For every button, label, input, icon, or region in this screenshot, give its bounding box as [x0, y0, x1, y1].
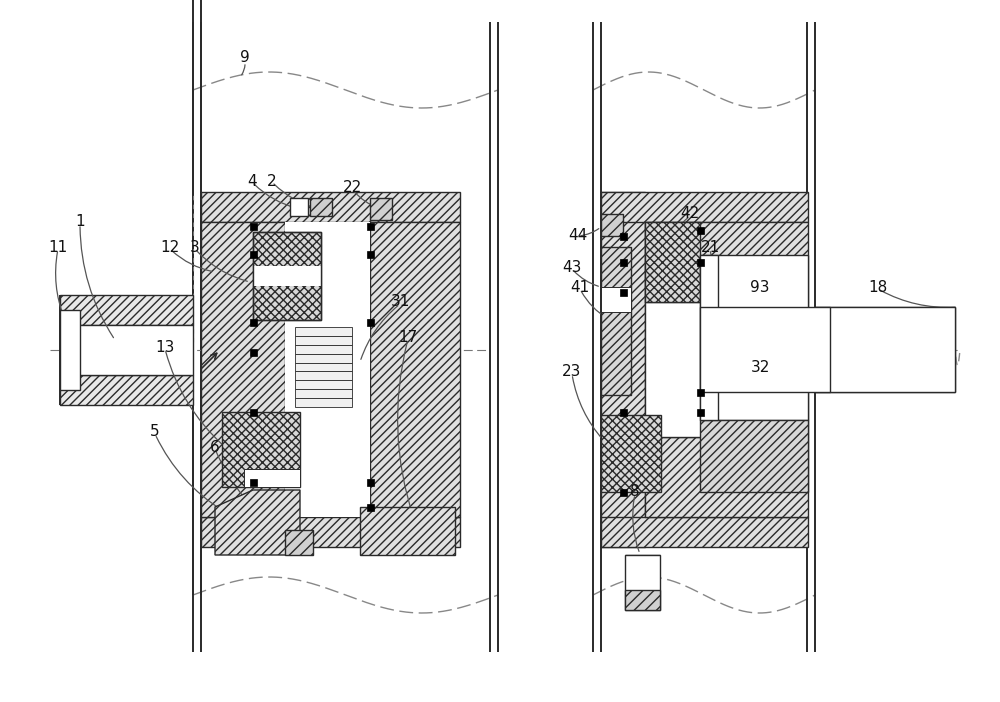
Bar	[366, 223, 374, 230]
Bar	[620, 489, 626, 496]
Bar	[620, 258, 626, 265]
Text: 23: 23	[562, 364, 582, 380]
Bar	[244, 469, 300, 487]
Bar	[250, 409, 256, 416]
Bar	[625, 590, 660, 610]
Bar	[366, 251, 374, 258]
Bar	[366, 319, 374, 326]
Bar	[601, 214, 623, 236]
Text: 2: 2	[267, 175, 277, 190]
Bar	[250, 251, 256, 258]
Bar	[370, 198, 392, 220]
Bar	[700, 255, 808, 420]
Polygon shape	[360, 507, 455, 555]
Bar	[696, 258, 704, 265]
Bar	[366, 479, 374, 486]
Text: 8: 8	[630, 484, 640, 500]
Bar	[696, 227, 704, 234]
Text: 5: 5	[150, 425, 160, 439]
Text: 18: 18	[868, 279, 888, 295]
Text: 9: 9	[240, 50, 250, 65]
Polygon shape	[215, 490, 300, 555]
Text: 43: 43	[562, 260, 582, 274]
Bar	[601, 192, 808, 222]
Text: 22: 22	[342, 180, 362, 194]
Text: 13: 13	[155, 340, 175, 355]
Text: 3: 3	[190, 239, 200, 255]
Bar	[253, 232, 321, 320]
Bar	[201, 222, 285, 517]
Text: 41: 41	[570, 279, 590, 295]
Bar	[295, 380, 352, 389]
Text: 4: 4	[247, 175, 257, 190]
Bar	[620, 289, 626, 296]
Bar	[700, 255, 718, 420]
Bar	[645, 222, 700, 302]
Bar	[295, 362, 352, 371]
Bar	[700, 307, 830, 392]
Bar	[601, 415, 661, 492]
Bar	[295, 371, 352, 380]
Bar	[295, 345, 352, 354]
Text: 1: 1	[75, 215, 85, 230]
Bar	[250, 223, 256, 230]
Text: 31: 31	[390, 295, 410, 310]
Bar	[60, 310, 80, 390]
Bar	[645, 437, 808, 517]
Bar	[601, 192, 645, 547]
Bar	[295, 354, 352, 362]
Bar	[253, 232, 321, 320]
Text: 21: 21	[700, 239, 720, 255]
Bar	[620, 409, 626, 416]
Bar	[696, 409, 704, 416]
Text: 17: 17	[398, 329, 418, 345]
Bar	[295, 398, 352, 407]
Bar	[625, 555, 660, 610]
Bar	[201, 517, 460, 547]
Bar	[696, 388, 704, 395]
Bar	[250, 319, 256, 326]
Bar	[295, 327, 352, 336]
Bar	[60, 325, 193, 375]
Text: 6: 6	[210, 439, 220, 454]
Bar	[370, 222, 460, 517]
Bar	[700, 420, 808, 492]
Bar	[250, 348, 256, 355]
Text: 32: 32	[750, 359, 770, 374]
Bar	[310, 198, 332, 216]
Bar	[295, 336, 352, 345]
Text: 44: 44	[568, 228, 588, 244]
Bar	[285, 530, 313, 555]
Bar	[250, 479, 256, 486]
Bar	[290, 198, 308, 216]
Bar	[601, 287, 631, 312]
Bar	[366, 503, 374, 510]
Text: 11: 11	[48, 239, 68, 255]
Bar	[645, 302, 808, 437]
Bar	[295, 389, 352, 398]
Bar	[620, 232, 626, 239]
Bar	[222, 412, 300, 487]
Bar	[285, 222, 370, 517]
Polygon shape	[60, 375, 193, 405]
Bar	[201, 192, 460, 222]
Polygon shape	[60, 295, 193, 325]
Bar	[815, 307, 955, 392]
Bar	[601, 247, 631, 395]
Bar	[253, 266, 321, 286]
Text: 42: 42	[680, 206, 700, 222]
Bar	[601, 517, 808, 547]
Bar	[645, 222, 808, 302]
Text: 12: 12	[160, 239, 180, 255]
Text: 93: 93	[750, 279, 770, 295]
